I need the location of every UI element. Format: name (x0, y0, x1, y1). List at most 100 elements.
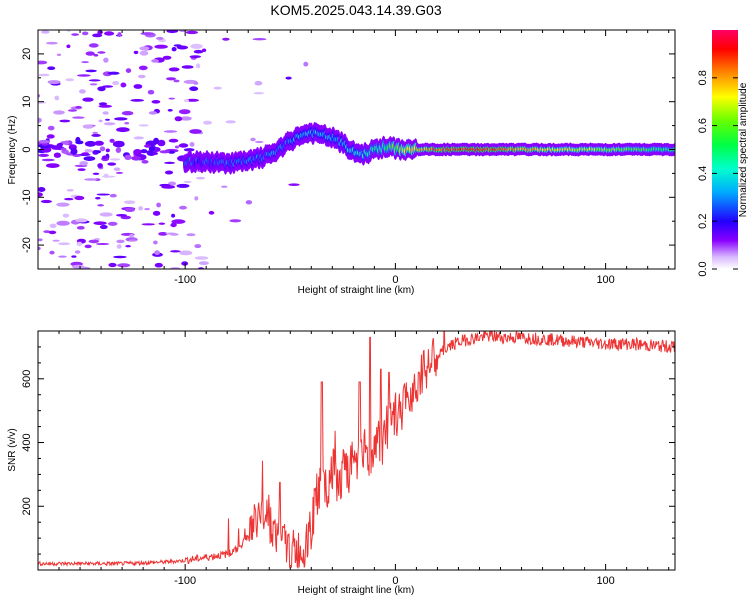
colorbar-tick-label: 0.2 (697, 214, 709, 229)
spectrogram-noise-blob (138, 206, 143, 211)
spectrogram-noise-blob (148, 146, 156, 152)
spectrogram-noise-blob (152, 152, 158, 155)
spectrogram-noise-blob (109, 138, 115, 143)
spectrogram-noise-blob (40, 199, 53, 204)
spectrogram-noise-blob (38, 73, 50, 77)
x-tick-label: -100 (174, 274, 196, 286)
spectrogram-noise-blob (202, 48, 207, 53)
spectrogram-noise-blob (120, 215, 132, 220)
spectrogram-noise-blob (96, 193, 111, 196)
spectrogram-noise-blob (222, 37, 230, 41)
spectrogram-noise-blob (98, 104, 112, 108)
spectrogram-noise-blob (156, 36, 164, 40)
spectrogram-noise-blob (53, 152, 62, 158)
spectrogram-noise-blob (43, 230, 51, 234)
spectrogram-noise-blob (250, 137, 256, 142)
spectrogram-noise-blob (49, 250, 55, 255)
spectrogram-noise-blob (56, 202, 70, 207)
spectrogram-noise-blob (138, 124, 149, 127)
spectrogram-noise-blob (254, 80, 263, 86)
spectrogram-noise-blob (93, 54, 99, 57)
spectrogram-noise-blob (82, 31, 89, 36)
spectrogram-noise-blob (97, 204, 104, 207)
spectrogram-noise-blob (198, 261, 209, 265)
spectrogram-noise-blob (213, 86, 222, 90)
spectrogram-noise-blob (158, 222, 166, 225)
x-tick-label: 0 (392, 575, 398, 587)
spectrogram-noise-blob (156, 202, 162, 208)
spectrogram-noise-blob (159, 150, 170, 154)
spectrogram-noise-blob (195, 176, 206, 180)
spectrogram-noise-blob (253, 92, 264, 95)
snr-ticks: -100 0 100 200 400 600 (21, 330, 675, 587)
spectrogram-noise-blob (66, 189, 74, 192)
spectrogram-noise-blob (99, 212, 113, 217)
spectrogram-noise-blob (84, 149, 93, 153)
spectrogram-noise-blob (84, 140, 97, 147)
spectrogram-noise-blob (58, 255, 67, 258)
spectrogram-noise-blob (193, 49, 204, 54)
colorbar: 0.0 0.2 0.4 0.6 0.8 Normalized spectral ampl… (697, 30, 749, 277)
x-tick-label: -100 (174, 575, 196, 587)
spectrogram-noise-blob (74, 250, 81, 254)
spectrogram-noise-blob (194, 256, 209, 260)
snr-line (38, 331, 675, 569)
spectrogram-noise-blob (49, 223, 57, 229)
spectrogram-noise-blob (171, 213, 176, 218)
x-tick-label: 100 (596, 274, 614, 286)
spectrogram-noise-blob (85, 51, 95, 56)
spectrogram-noise-blob (117, 263, 131, 268)
spectrogram-noise-blob (124, 122, 130, 125)
spectrogram-noise-blob (112, 80, 120, 86)
spectrogram-noise-blob (170, 250, 181, 253)
spectrogram-noise-blob (102, 155, 108, 160)
spectrogram-noise-blob (174, 116, 183, 122)
spectrogram-noise-blob (75, 105, 82, 109)
spectrogram-noise-blob (133, 149, 142, 156)
snr-frame (37, 330, 676, 571)
spectrogram-noise-blob (102, 111, 109, 115)
spectrogram-noise-blob (183, 180, 192, 183)
spectrogram-noise-blob (99, 146, 106, 152)
spectrogram-noise-blob (139, 50, 149, 56)
spectrogram-noise-blob (153, 137, 160, 145)
spectrogram-noise-blob (166, 30, 179, 34)
spectrogram-noise-blob (38, 60, 48, 65)
spectrogram-noise-blob (98, 119, 103, 123)
spectrogram-noise-blob (151, 59, 160, 63)
spectrogram-noise-blob (74, 195, 85, 201)
spectrogram-noise-blob (47, 80, 61, 85)
snr-xlabel: Height of straight line (km) (298, 585, 415, 596)
spectrogram-noise-blob (38, 153, 49, 157)
spectrogram-noise-blob (60, 147, 67, 151)
spectrogram-noise-blob (157, 139, 166, 147)
spectrogram-noise-blob (66, 44, 71, 49)
spectrogram-noise-blob (151, 100, 161, 104)
spectrogram-noise-blob (189, 86, 199, 91)
spectrogram-noise-blob (168, 138, 179, 143)
spectrogram-noise-blob (107, 162, 116, 166)
spectrogram-noise-blob (170, 222, 177, 228)
spectrogram-noise-blob (139, 46, 150, 51)
spectrogram-noise-blob (46, 134, 55, 139)
spectrogram-noise-blob (179, 250, 193, 256)
spectrogram-noise-blob (51, 145, 62, 150)
colorbar-tick-label: 0.0 (697, 261, 709, 276)
spectrogram-noise-blob (113, 167, 121, 171)
spectrogram-noise-blob (38, 94, 41, 98)
spectrogram-noise-blob (38, 117, 42, 123)
spectrogram-noise-blob (168, 67, 180, 72)
spectrogram-noise-blob (173, 79, 180, 83)
spectrogram-noise-blob (171, 47, 177, 52)
spectrogram-noise-blob (105, 148, 110, 153)
colorbar-tick-label: 0.8 (697, 70, 709, 85)
spectrogram-noise-blob (75, 140, 84, 145)
spectrogram-noise-blob (245, 200, 253, 205)
snr-series (38, 331, 675, 569)
spectrogram-noise-blob (47, 66, 56, 70)
spectrogram-noise-blob (189, 142, 195, 147)
spectrogram-noise-blob (163, 130, 178, 133)
spectrogram-noise-blob (116, 239, 125, 244)
spectrogram-noise-blob (164, 170, 174, 175)
spectrogram-noise-blob (140, 149, 148, 154)
